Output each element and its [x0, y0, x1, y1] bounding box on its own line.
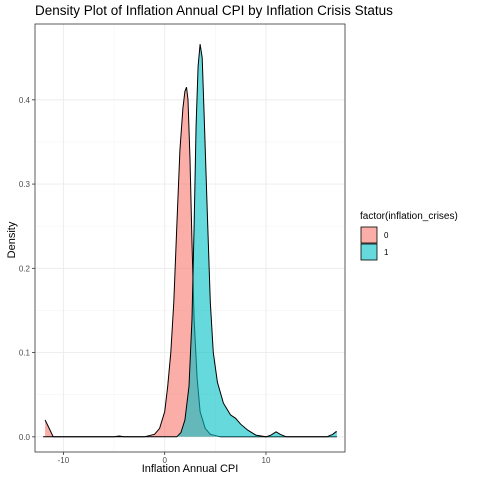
x-axis-title: Inflation Annual CPI [142, 463, 239, 475]
y-axis-title: Density [6, 221, 18, 258]
y-tick-label: 0.3 [19, 180, 31, 189]
y-tick-label: 0.0 [19, 433, 31, 442]
density-area-series-0 [45, 87, 337, 437]
plot-area: -10 0 10 0.0 0.1 0.2 0.3 0.4 [19, 23, 346, 465]
x-tick-label: -10 [58, 456, 70, 465]
legend-label-1: 1 [384, 248, 389, 257]
panel-border [34, 23, 346, 453]
legend-label-0: 0 [384, 231, 389, 240]
legend-key-0 [360, 226, 378, 244]
chart-title: Density Plot of Inflation Annual CPI by … [35, 3, 393, 18]
legend-title: factor(inflation_crises) [360, 211, 458, 222]
y-tick-label: 0.4 [19, 96, 31, 105]
legend: factor(inflation_crises) 0 1 [360, 211, 458, 261]
x-tick-label: 10 [262, 456, 271, 465]
legend-key-1 [360, 243, 378, 261]
x-tick-label: 0 [162, 456, 167, 465]
y-tick-label: 0.2 [19, 264, 31, 273]
y-tick-label: 0.1 [19, 349, 31, 358]
density-line-series-1 [43, 44, 337, 438]
